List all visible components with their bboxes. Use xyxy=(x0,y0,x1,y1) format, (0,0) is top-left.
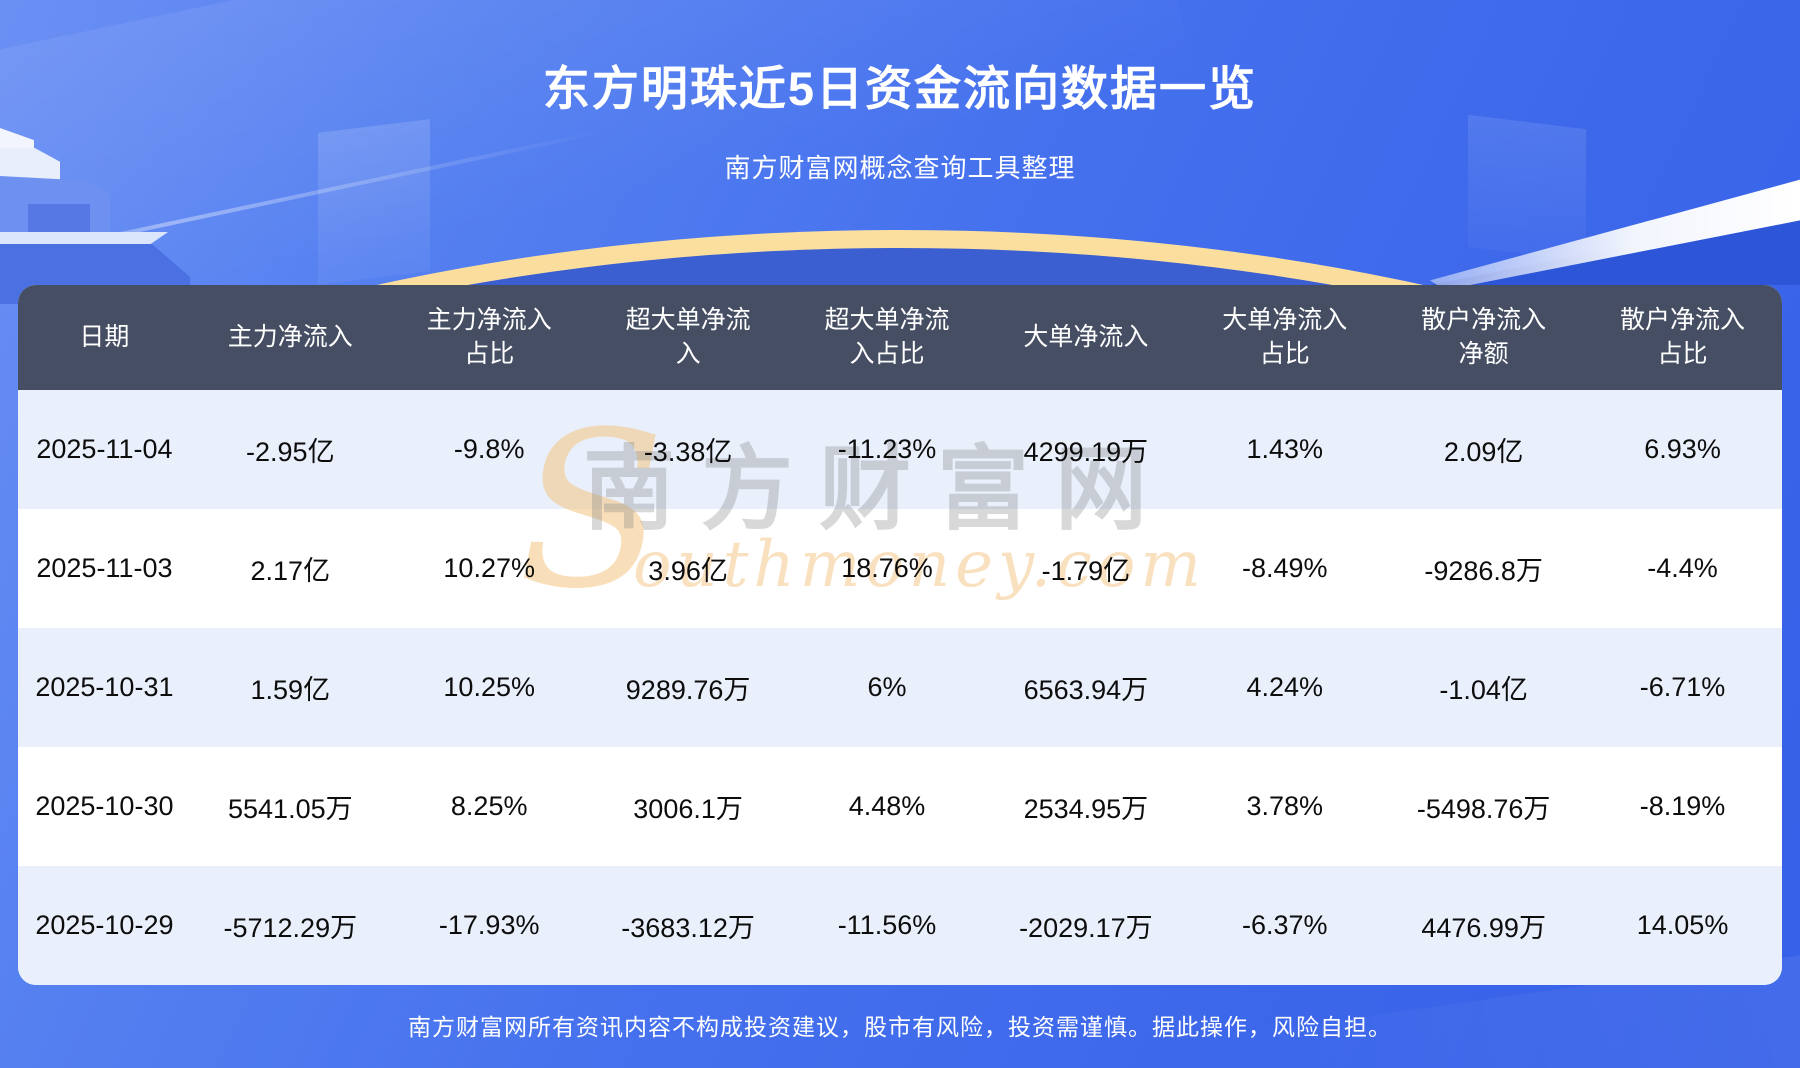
disclaimer-text: 南方财富网所有资讯内容不构成投资建议，股市有风险，投资需谨慎。据此操作，风险自担… xyxy=(408,1014,1392,1040)
table-cell: -17.93% xyxy=(438,910,540,940)
table-cell: 2.09亿 xyxy=(1443,437,1524,467)
table-cell: 3.96亿 xyxy=(648,556,728,586)
table-cell: -2.95亿 xyxy=(246,437,335,467)
table-cell: 10.27% xyxy=(443,553,535,583)
column-header-date: 日期 xyxy=(79,322,130,351)
table-row: 2025-10-31 1.59亿 10.25% 9289.76万 6% 6563… xyxy=(18,628,1782,747)
decor-arc-region xyxy=(0,0,1800,285)
table-cell-date: 2025-10-30 xyxy=(35,791,174,821)
table-row: 2025-10-29 -5712.29万 -17.93% -3683.12万 -… xyxy=(18,866,1782,985)
table-cell: -9286.8万 xyxy=(1424,556,1543,586)
page-title: 东方明珠近5日资金流向数据一览 xyxy=(542,62,1258,115)
table-cell: -11.23% xyxy=(837,434,937,464)
table-cell: -2029.17万 xyxy=(1019,913,1153,943)
table-cell: 18.76% xyxy=(841,553,933,583)
table-cell: 8.25% xyxy=(450,791,528,821)
table-cell: 6% xyxy=(867,672,907,702)
column-header: 主力净流入 xyxy=(227,322,353,351)
table-cell: 4476.99万 xyxy=(1421,913,1546,943)
table-cell: 4.24% xyxy=(1246,672,1324,702)
table-cell-date: 2025-11-04 xyxy=(36,434,173,464)
table-cell: -6.37% xyxy=(1241,910,1328,940)
table-cell: -6.71% xyxy=(1639,672,1726,702)
column-header: 大单净流入 xyxy=(1023,322,1149,351)
table-cell: 2534.95万 xyxy=(1023,794,1149,824)
table-cell: 2.17亿 xyxy=(250,556,331,586)
table-cell: 1.43% xyxy=(1246,434,1324,464)
decor-podium-block xyxy=(28,204,90,234)
column-header: 超大单净流入占比 xyxy=(824,305,950,368)
table-cell: -3683.12万 xyxy=(621,913,755,943)
column-header: 主力净流入占比 xyxy=(426,305,552,368)
table-cell: 1.59亿 xyxy=(250,675,331,705)
table-header-row: 日期 主力净流入 主力净流入占比 超大单净流入 超大单净流入占比 大单净流入 大… xyxy=(18,285,1782,390)
table-cell: 14.05% xyxy=(1636,910,1729,940)
table-cell: 6.93% xyxy=(1644,434,1721,464)
table-cell: -9.8% xyxy=(453,434,525,464)
page-subtitle: 南方财富网概念查询工具整理 xyxy=(724,153,1076,183)
column-header: 散户净流入占比 xyxy=(1620,305,1746,368)
column-header: 散户净流入净额 xyxy=(1421,305,1547,368)
table-cell: 4.48% xyxy=(848,791,926,821)
table-cell: 10.25% xyxy=(443,672,535,702)
table-cell: 6563.94万 xyxy=(1023,675,1149,705)
table-cell: 3006.1万 xyxy=(633,794,743,824)
table-row: 2025-10-30 5541.05万 8.25% 3006.1万 4.48% … xyxy=(18,747,1782,866)
table-cell: -1.04亿 xyxy=(1439,675,1528,705)
table-cell: -8.49% xyxy=(1241,553,1328,583)
table-row: 2025-11-03 2.17亿 10.27% 3.96亿 18.76% -1.… xyxy=(18,509,1782,628)
table-cell: -5498.76万 xyxy=(1416,794,1551,824)
table-cell: -3.38亿 xyxy=(643,437,733,467)
table-cell: -8.19% xyxy=(1639,791,1726,821)
table-cell: -4.4% xyxy=(1647,553,1718,583)
fund-flow-table: 日期 主力净流入 主力净流入占比 超大单净流入 超大单净流入占比 大单净流入 大… xyxy=(18,285,1782,985)
table-row: 2025-11-04 -2.95亿 -9.8% -3.38亿 -11.23% 4… xyxy=(18,390,1782,509)
column-header: 超大单净流入 xyxy=(625,305,751,368)
table-cell: 9289.76万 xyxy=(625,675,751,705)
table-cell: 3.78% xyxy=(1246,791,1324,821)
table-cell-date: 2025-10-31 xyxy=(35,672,174,702)
column-header: 大单净流入占比 xyxy=(1222,305,1348,368)
table-cell: 5541.05万 xyxy=(228,794,353,824)
table-cell-date: 2025-10-29 xyxy=(35,910,174,940)
table-cell: 4299.19万 xyxy=(1023,437,1149,467)
table-cell: -5712.29万 xyxy=(223,913,358,943)
decor-podium-block xyxy=(0,232,168,246)
table-cell-date: 2025-11-03 xyxy=(36,553,173,583)
fund-flow-table-container: S 南方财富网 outhmoney.com 日期 主力净流入 主力净流入占比 超… xyxy=(18,285,1782,985)
table-cell: -1.79亿 xyxy=(1041,556,1131,586)
table-cell: -11.56% xyxy=(837,910,937,940)
